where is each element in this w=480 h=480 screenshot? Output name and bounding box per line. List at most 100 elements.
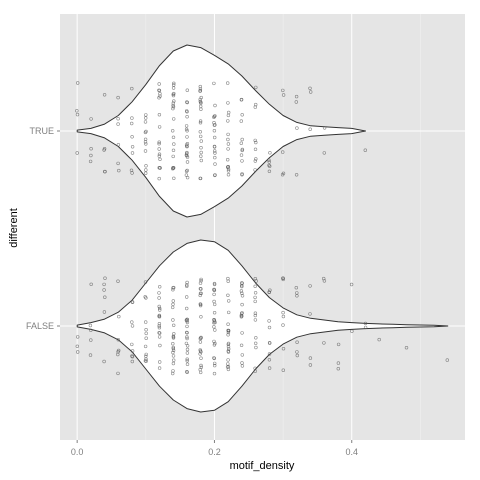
data-point-true (213, 173, 217, 177)
data-point-false (226, 322, 230, 326)
data-point-false (199, 363, 203, 368)
data-point-false (130, 359, 135, 364)
data-point-true (308, 127, 312, 131)
data-point-true (172, 91, 176, 96)
data-point-true (198, 176, 202, 181)
data-point-false (171, 350, 175, 355)
data-point-false (281, 347, 286, 351)
data-point-true (129, 168, 134, 173)
data-point-true (130, 151, 135, 155)
data-point-true (157, 147, 161, 151)
data-point-false (212, 356, 216, 360)
data-point-true (102, 93, 107, 97)
data-point-true (103, 169, 107, 174)
data-point-true (75, 112, 80, 117)
data-point-false (294, 286, 298, 290)
data-point-false (213, 363, 217, 368)
data-point-true (240, 173, 244, 177)
data-point-true (185, 114, 189, 119)
data-point-false (239, 343, 244, 347)
data-point-false (213, 341, 217, 346)
data-point-false (157, 315, 162, 319)
data-point-true (253, 168, 257, 172)
data-point-false (185, 359, 189, 363)
data-point-false (158, 308, 162, 312)
data-point-true (281, 150, 285, 154)
data-point-true (130, 86, 134, 91)
data-point-true (199, 95, 203, 100)
data-point-false (267, 366, 272, 370)
violin-true (76, 44, 366, 218)
data-point-true (226, 137, 230, 142)
data-point-false (350, 329, 354, 333)
data-point-true (144, 129, 148, 134)
data-point-true (226, 101, 230, 105)
data-point-false (308, 363, 313, 367)
data-point-true (199, 107, 203, 111)
data-point-true (89, 147, 93, 151)
data-point-false (198, 291, 203, 295)
data-point-false (253, 295, 257, 300)
data-point-false (226, 349, 231, 353)
data-point-false (185, 362, 190, 366)
data-point-false (363, 325, 368, 330)
data-point-false (185, 284, 189, 288)
data-point-true (254, 85, 258, 90)
data-point-false (198, 340, 203, 344)
data-point-true (213, 162, 217, 166)
data-point-false (157, 296, 161, 300)
data-point-false (212, 287, 216, 292)
data-point-false (212, 281, 217, 286)
data-point-true (226, 147, 230, 151)
data-point-false (281, 276, 285, 280)
data-point-false (89, 282, 93, 286)
data-point-false (212, 299, 216, 304)
data-point-true (144, 164, 148, 168)
data-point-true (143, 137, 148, 142)
data-point-true (184, 169, 189, 173)
data-point-true (199, 139, 204, 143)
data-point-false (185, 336, 189, 341)
data-point-false (157, 366, 162, 370)
data-point-false (102, 282, 106, 287)
data-point-true (226, 158, 230, 162)
data-point-false (144, 296, 148, 300)
data-point-false (144, 359, 148, 363)
data-point-true (240, 113, 244, 117)
data-point-true (212, 129, 217, 133)
data-point-false (267, 325, 272, 330)
data-point-true (212, 145, 217, 149)
data-point-true (171, 166, 176, 170)
data-point-true (171, 154, 175, 159)
data-point-false (253, 369, 257, 373)
data-point-true (171, 106, 175, 111)
data-point-true (116, 161, 120, 166)
data-point-false (199, 302, 203, 307)
data-point-false (212, 321, 216, 325)
data-point-true (144, 168, 148, 172)
data-point-true (89, 117, 93, 121)
data-point-false (226, 362, 230, 366)
data-point-true (294, 94, 299, 99)
data-point-true (239, 98, 244, 102)
data-point-true (226, 165, 230, 169)
data-point-false (130, 300, 135, 304)
data-point-false (185, 306, 189, 311)
data-point-false (116, 348, 121, 353)
data-point-true (158, 94, 162, 98)
data-point-false (213, 328, 217, 332)
data-point-false (185, 330, 189, 335)
data-point-false (308, 356, 313, 360)
y-tick-label: TRUE (30, 126, 55, 136)
data-point-true (226, 169, 231, 173)
data-point-true (144, 171, 148, 175)
data-point-false (157, 314, 161, 318)
data-point-true (185, 88, 190, 92)
data-point-true (185, 129, 189, 133)
data-point-false (199, 370, 203, 375)
data-point-true (253, 105, 258, 109)
data-point-true (226, 132, 230, 137)
data-point-true (254, 157, 258, 161)
data-point-true (172, 81, 176, 86)
data-point-true (226, 173, 231, 177)
